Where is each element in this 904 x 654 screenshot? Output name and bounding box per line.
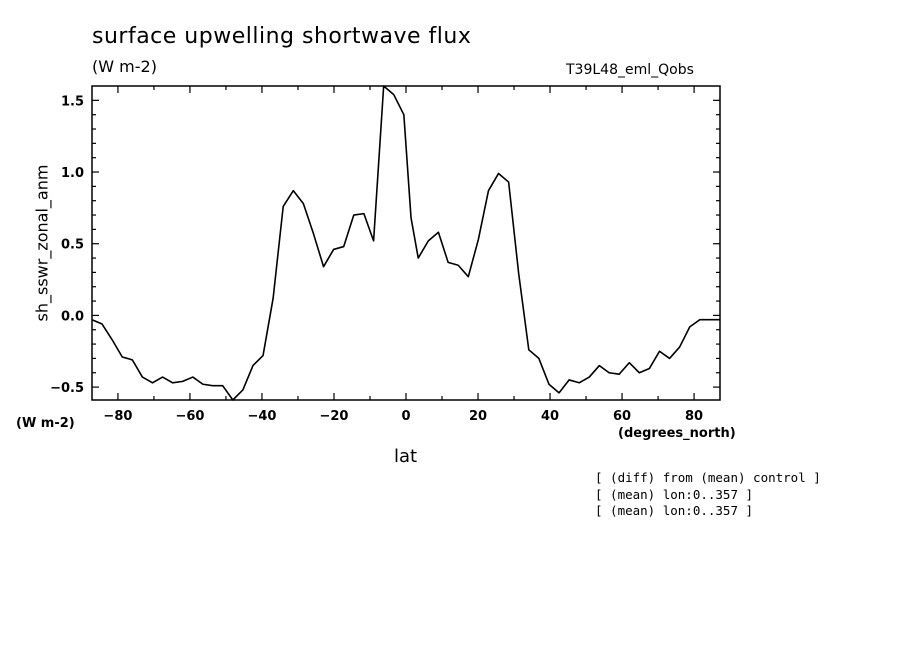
plot-frame bbox=[91, 85, 721, 401]
x-tick-label: −80 bbox=[103, 409, 132, 424]
run-name: T39L48_eml_Qobs bbox=[566, 62, 694, 78]
x-tick-label: −20 bbox=[319, 409, 348, 424]
chart-units: (W m-2) bbox=[92, 57, 157, 76]
note-line: [ (diff) from (mean) control ] bbox=[595, 470, 821, 485]
y-tick-label: −0.5 bbox=[50, 381, 84, 396]
y-axis-units: (W m-2) bbox=[16, 416, 75, 431]
x-axis-units: (degrees_north) bbox=[618, 426, 736, 441]
x-tick-label: 80 bbox=[685, 409, 703, 424]
y-tick-label: 1.0 bbox=[61, 166, 84, 181]
x-axis-label: lat bbox=[394, 446, 418, 467]
series-line bbox=[91, 85, 720, 401]
x-tick-label: 0 bbox=[401, 409, 410, 424]
x-tick-label: 60 bbox=[613, 409, 631, 424]
note-line: [ (mean) lon:0..357 ] bbox=[595, 503, 754, 518]
x-tick-label: 40 bbox=[541, 409, 559, 424]
x-tick-label: −60 bbox=[175, 409, 204, 424]
note-line: [ (mean) lon:0..357 ] bbox=[595, 487, 754, 502]
x-tick-label: 20 bbox=[469, 409, 487, 424]
y-tick-label: 0.5 bbox=[61, 238, 84, 253]
y-tick-label: 0.0 bbox=[61, 309, 84, 324]
x-tick-label: −40 bbox=[247, 409, 276, 424]
y-tick-label: 1.5 bbox=[61, 94, 84, 109]
chart-title: surface upwelling shortwave flux bbox=[92, 24, 472, 49]
